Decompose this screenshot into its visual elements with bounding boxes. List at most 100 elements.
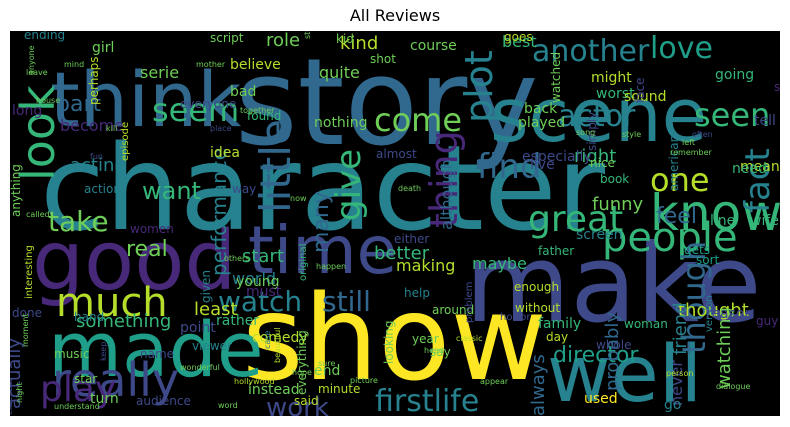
word-another: another: [532, 34, 650, 69]
word-keep: keep: [99, 342, 108, 361]
word-given: given: [199, 270, 213, 303]
word-time: time: [248, 212, 397, 289]
word-course: course: [410, 38, 457, 54]
word-music: music: [54, 347, 89, 361]
word-person: person: [666, 369, 693, 378]
word-thing: thing: [422, 130, 466, 228]
word-much: much: [56, 280, 168, 326]
word-making: making: [396, 256, 455, 275]
word-kid: kid: [336, 32, 354, 46]
word-thought: thought: [678, 300, 749, 321]
word-beautiful: beautiful: [273, 328, 282, 363]
word-place: place: [210, 124, 232, 133]
word-year: year: [412, 332, 439, 346]
word-father: father: [538, 244, 574, 258]
word-whole: whole: [596, 338, 631, 352]
word-become: become: [60, 116, 124, 135]
word-word: word: [218, 401, 238, 410]
word-sort: sort: [696, 253, 720, 267]
word-long: long: [12, 103, 42, 119]
word-director: director: [553, 343, 639, 368]
word-watch: watch: [218, 285, 302, 318]
word-watched: watched: [549, 52, 563, 103]
word-either: either: [394, 232, 429, 246]
word-cloud: character story show make time scene think good…: [10, 31, 780, 416]
word-serie: serie: [140, 63, 179, 82]
word-nothing: nothing: [314, 115, 367, 131]
word-start: start: [242, 246, 284, 267]
word-made: made: [48, 305, 264, 394]
word-house: house: [36, 96, 60, 105]
word-around: around: [432, 303, 474, 317]
word-friend: friend: [670, 302, 691, 355]
word-name: name: [140, 347, 174, 361]
word-said: said: [294, 394, 319, 408]
word-without: without: [515, 301, 560, 315]
word-wife: wife: [750, 213, 779, 229]
word-acting: acting: [70, 155, 126, 176]
word-right: right: [574, 146, 616, 167]
word-viewer: viewer: [192, 339, 232, 353]
word-performance: performance: [207, 148, 231, 276]
word-make: make: [465, 222, 762, 347]
word-love: love: [650, 31, 713, 66]
word-almost: almost: [376, 147, 417, 161]
word-never: never: [667, 360, 686, 406]
word-anything: anything: [10, 164, 23, 217]
word-version: version: [704, 295, 715, 332]
word-always: always: [528, 354, 549, 416]
word-instead: instead: [248, 382, 300, 398]
word-picture: picture: [350, 376, 378, 385]
word-part: part: [56, 92, 101, 117]
word-comedy: comedy: [252, 330, 308, 346]
word-often: often: [692, 130, 713, 139]
word-way: way: [232, 182, 256, 196]
word-horror: horror: [500, 312, 531, 323]
word-minute: minute: [318, 382, 360, 396]
word-everyone: everyone: [180, 97, 236, 111]
word-action: action: [84, 182, 121, 196]
word-show: show: [242, 269, 547, 407]
word-death: death: [398, 184, 421, 193]
word-family: family: [538, 316, 581, 332]
word-role: role: [266, 31, 300, 51]
word-firstlife: firstlife: [375, 384, 479, 416]
word-turn: turn: [90, 391, 119, 407]
word-case: case: [263, 331, 272, 349]
word-worst: worst: [596, 86, 635, 102]
word-everything: everything: [295, 330, 309, 395]
word-best: best: [502, 32, 537, 51]
word-really: really: [52, 353, 179, 407]
word-least: least: [194, 299, 238, 320]
word-bad: bad: [230, 84, 256, 100]
word-say: say: [430, 345, 451, 359]
word-good: good: [32, 214, 236, 309]
word-done: done: [12, 306, 42, 320]
word-help: help: [404, 286, 430, 300]
word-simply: simply: [585, 112, 599, 151]
word-guy: guy: [756, 314, 778, 328]
word-though: though: [675, 241, 713, 354]
word-happen: happen: [316, 262, 346, 271]
word-looking: looking: [382, 320, 396, 364]
word-understand: understand: [54, 402, 100, 411]
word-play: play: [40, 369, 116, 410]
word-gets: gets: [684, 243, 710, 257]
word-american: american: [667, 135, 681, 191]
word-left: left: [682, 138, 695, 147]
word-someone: someone: [774, 80, 780, 94]
word-script: script: [210, 31, 244, 45]
word-quite: quite: [319, 63, 360, 82]
word-wonderful: wonderful: [180, 363, 220, 372]
word-well: well: [547, 330, 702, 416]
word-character: character: [40, 119, 606, 257]
word-might: might: [591, 70, 632, 86]
word-mean: mean: [740, 159, 780, 175]
word-rather: rather: [216, 313, 259, 329]
word-many: many: [309, 191, 334, 253]
word-people: people: [602, 215, 738, 261]
word-take: take: [48, 205, 109, 238]
word-mind: mind: [64, 60, 84, 69]
word-girl: girl: [92, 40, 114, 56]
